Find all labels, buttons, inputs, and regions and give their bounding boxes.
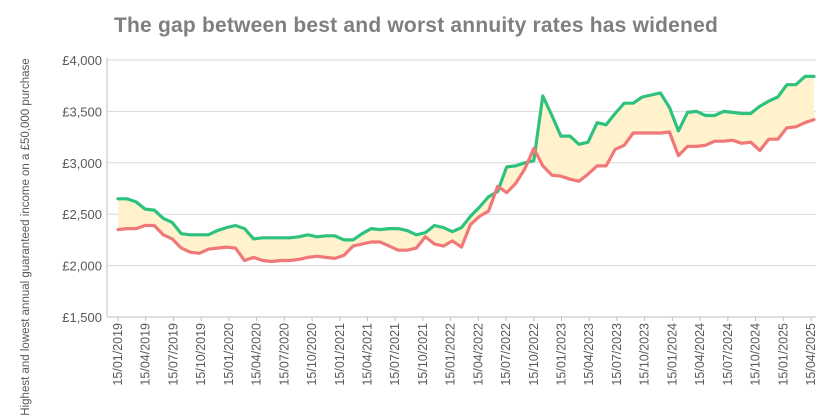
x-tick-label: 15/07/2024 <box>721 323 735 386</box>
x-tick-label: 15/01/2023 <box>555 323 569 386</box>
x-tick-label: 15/07/2020 <box>277 323 291 386</box>
chart-plot-area: £1,500 £2,000 £2,500 £3,000 £3,500 £4,000 15/… <box>62 53 818 386</box>
series-line-lowest <box>116 117 816 264</box>
x-tick-label: 15/01/2020 <box>222 323 236 386</box>
x-tick-label: 15/10/2024 <box>749 323 763 386</box>
x-tick-label: 15/10/2021 <box>416 323 430 386</box>
x-tick-label: 15/01/2021 <box>333 323 347 386</box>
x-tick-label: 15/10/2023 <box>638 323 652 386</box>
x-tick-label: 15/04/2025 <box>804 323 818 386</box>
x-tick-label: 15/07/2019 <box>166 323 180 386</box>
axes <box>106 58 816 318</box>
x-tick-labels: 15/01/2019 15/04/2019 15/07/2019 15/10/2019… <box>111 317 818 386</box>
x-tick-label: 15/01/2024 <box>665 323 679 386</box>
y-tick-label: £4,000 <box>62 53 102 68</box>
x-tick-label: 15/04/2024 <box>693 323 707 386</box>
x-tick-label: 15/07/2021 <box>388 323 402 386</box>
x-tick-label: 15/04/2020 <box>250 323 264 386</box>
x-tick-label: 15/04/2021 <box>360 323 374 386</box>
x-tick-label: 15/07/2022 <box>499 323 513 386</box>
y-tick-labels: £1,500 £2,000 £2,500 £3,000 £3,500 £4,000 <box>62 53 102 325</box>
x-tick-label: 15/04/2023 <box>582 323 596 386</box>
x-tick-label: 15/04/2022 <box>471 323 485 386</box>
x-tick-label: 15/01/2025 <box>776 323 790 386</box>
gap-fill-area <box>118 76 814 262</box>
x-tick-label: 15/10/2019 <box>194 323 208 386</box>
x-tick-label: 15/10/2022 <box>527 323 541 386</box>
x-tick-label: 15/04/2019 <box>139 323 153 386</box>
y-tick-label: £3,000 <box>62 156 102 171</box>
y-tick-label: £2,000 <box>62 259 102 274</box>
y-tick-label: £1,500 <box>62 310 102 325</box>
series-line-highest <box>116 74 816 242</box>
x-tick-label: 15/10/2020 <box>305 323 319 386</box>
x-tick-label: 15/01/2019 <box>111 323 125 386</box>
y-tick-label: £2,500 <box>62 207 102 222</box>
y-tick-label: £3,500 <box>62 104 102 119</box>
gap-fill <box>118 76 814 262</box>
series-lines <box>116 74 816 264</box>
x-tick-label: 15/07/2023 <box>610 323 624 386</box>
chart-title: The gap between best and worst annuity r… <box>114 14 718 37</box>
x-tick-label: 15/01/2022 <box>444 323 458 386</box>
